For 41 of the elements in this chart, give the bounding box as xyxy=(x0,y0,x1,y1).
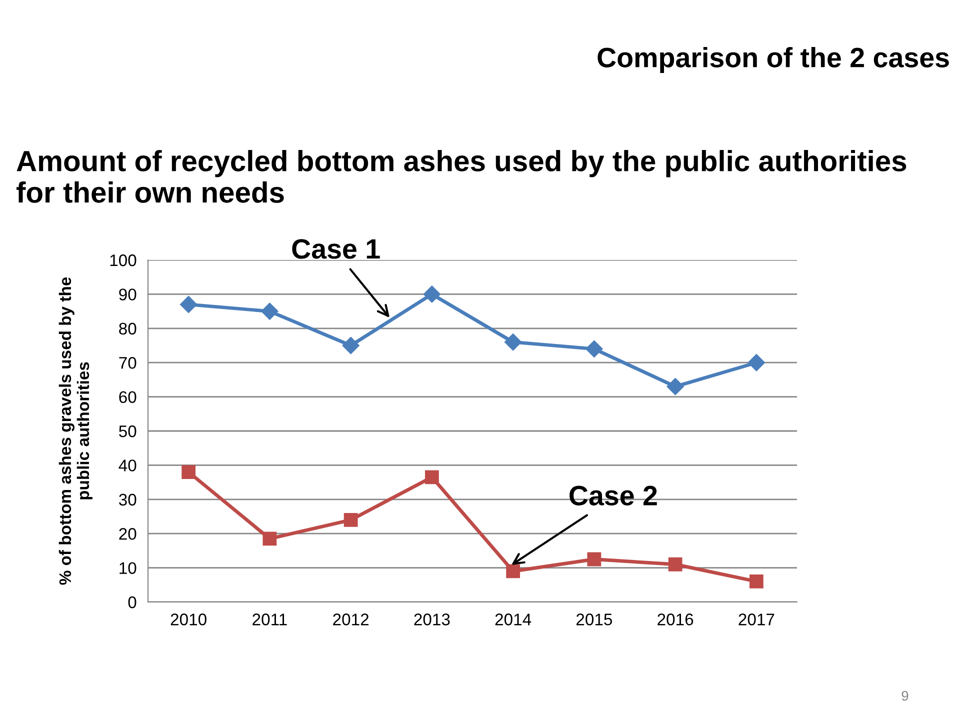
series-label: Case 1 xyxy=(292,239,380,259)
chart-subtitle: Comparison of the 2 cases xyxy=(598,47,949,73)
x-tick-label: 2011 xyxy=(252,614,287,626)
point xyxy=(182,465,196,479)
x-tick-label: 2015 xyxy=(576,614,612,626)
y-axis-title: % of bottom ashes gravels used by the public authorities xyxy=(58,277,92,585)
y-tick-label: 40 xyxy=(118,460,136,472)
y-tick-label: 0 xyxy=(128,596,136,608)
point xyxy=(586,340,603,358)
point xyxy=(262,532,277,546)
series-label: Case 2 xyxy=(570,486,657,506)
point xyxy=(344,512,358,527)
x-tick-label: 2010 xyxy=(170,614,206,626)
point xyxy=(424,470,439,484)
point xyxy=(587,552,602,566)
y-tick-label: 20 xyxy=(119,528,136,540)
x-tick-label: 2012 xyxy=(333,614,369,626)
y-tick-label: 80 xyxy=(119,322,136,335)
point xyxy=(749,574,764,588)
point xyxy=(180,296,198,314)
y-tick-label: 70 xyxy=(119,357,136,369)
x-tick-label: 2017 xyxy=(738,614,774,626)
point xyxy=(504,334,522,351)
point xyxy=(748,354,765,372)
point xyxy=(666,378,684,396)
y-tick-label: 90 xyxy=(119,288,136,300)
y-tick-label: 10 xyxy=(120,562,136,574)
chart-title: Amount of recycled bottom ashes used by the public authorities for their own needs xyxy=(16,150,906,203)
x-tick-label: 2016 xyxy=(658,614,694,626)
point xyxy=(423,286,440,303)
point xyxy=(506,564,520,578)
y-tick-label: 60 xyxy=(119,391,136,404)
y-tick-label: 100 xyxy=(110,254,136,266)
point xyxy=(261,302,278,320)
y-tick-label: 50 xyxy=(119,425,136,438)
point xyxy=(668,557,682,572)
x-tick-label: 2013 xyxy=(414,614,450,626)
y-tick-label: 30 xyxy=(118,494,136,506)
x-tick-label: 2014 xyxy=(495,614,532,626)
point xyxy=(342,336,360,354)
text: 9 xyxy=(902,690,908,701)
